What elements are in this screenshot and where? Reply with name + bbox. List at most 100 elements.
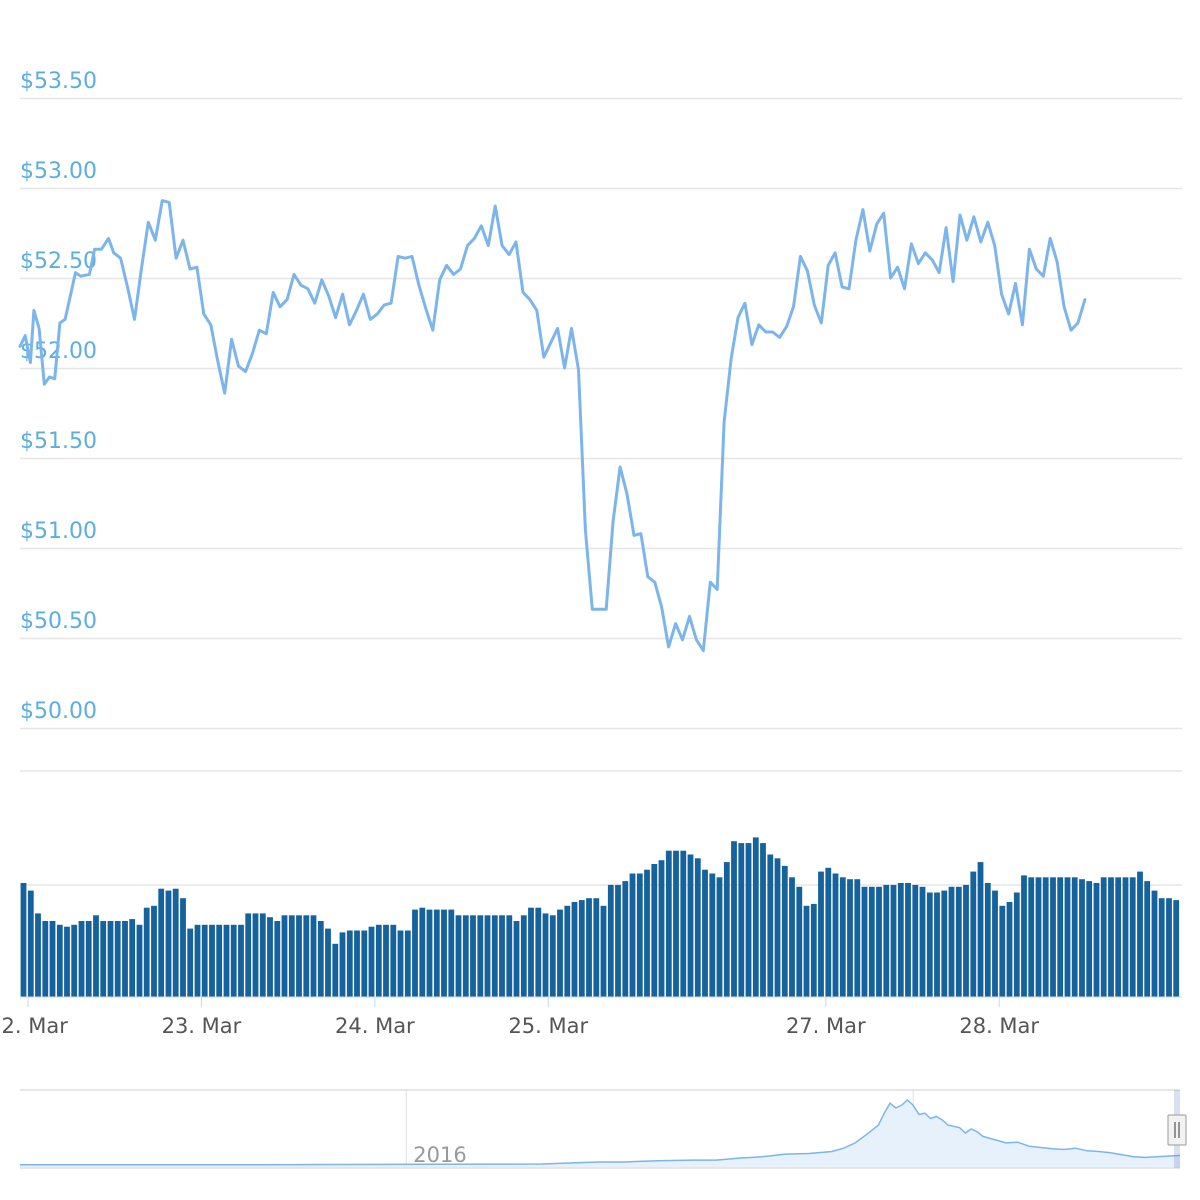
volume-bar — [1021, 875, 1027, 997]
volume-bar — [840, 877, 846, 997]
volume-bar — [470, 915, 476, 997]
volume-bar — [978, 862, 984, 997]
price-tick-label: $52.50 — [20, 249, 97, 274]
volume-bar — [1152, 891, 1158, 997]
price-tick-label: $51.50 — [20, 429, 97, 454]
volume-bar — [260, 913, 266, 997]
volume-bar — [949, 887, 955, 997]
price-tick-label: $53.00 — [20, 159, 97, 184]
volume-bar — [151, 906, 157, 997]
volume-bar — [927, 893, 933, 998]
volume-bar — [1079, 879, 1085, 997]
volume-bar — [1057, 877, 1063, 997]
volume-bar — [920, 887, 926, 997]
volume-bar — [506, 915, 512, 997]
volume-bar — [746, 843, 752, 997]
volume-bar — [869, 887, 875, 997]
volume-bar — [354, 931, 360, 998]
price-tick-label: $53.50 — [20, 69, 97, 94]
volume-bar — [376, 925, 382, 997]
volume-bar — [1043, 877, 1049, 997]
volume-bar — [789, 877, 795, 997]
volume-bar — [180, 898, 186, 997]
volume-bar — [477, 915, 483, 997]
volume-bar — [209, 925, 215, 997]
volume-bar — [100, 921, 106, 997]
volume-bar — [847, 879, 853, 997]
volume-bar — [724, 862, 730, 997]
volume-bar — [144, 908, 150, 997]
volume-bar — [688, 855, 694, 998]
volume-bar — [1166, 898, 1172, 997]
volume-bar — [1108, 877, 1114, 997]
volume-bar — [274, 921, 280, 997]
volume-bar — [42, 921, 48, 997]
navigator[interactable]: 20162018 — [20, 1090, 1186, 1168]
volume-bar — [1137, 872, 1143, 997]
volume-bar — [941, 891, 947, 997]
volume-bar — [1159, 898, 1165, 997]
volume-bar — [383, 925, 389, 997]
volume-bar — [717, 877, 723, 997]
volume-bar — [427, 910, 433, 997]
volume-bar — [93, 915, 99, 997]
volume-bar — [21, 883, 27, 997]
volume-bar — [1130, 877, 1136, 997]
volume-bar — [253, 913, 259, 997]
volume-bar — [485, 915, 491, 997]
volume-bar — [811, 904, 817, 997]
volume-bar — [985, 883, 991, 997]
volume-bar — [311, 915, 317, 997]
volume-bar — [267, 917, 273, 997]
navigator-handle[interactable] — [1168, 1115, 1186, 1145]
volume-bar — [137, 925, 143, 997]
volume-bar — [1065, 877, 1071, 997]
volume-bar — [325, 929, 331, 997]
volume-bar — [448, 910, 454, 997]
volume-bar — [361, 931, 367, 998]
volume-bar — [492, 915, 498, 997]
volume-bar — [767, 855, 773, 998]
volume-bar — [782, 866, 788, 997]
volume-bar — [303, 915, 309, 997]
volume-bar — [1144, 881, 1150, 997]
volume-bar — [586, 898, 592, 997]
time-axis: 22. Mar23. Mar24. Mar25. Mar27. Mar28. M… — [0, 997, 1039, 1038]
volume-bar — [709, 874, 715, 998]
volume-bar — [231, 925, 237, 997]
volume-bar — [50, 921, 56, 997]
volume-bar — [912, 885, 918, 997]
volume-bar — [644, 870, 650, 997]
volume-bar — [905, 883, 911, 997]
volume-bar — [347, 931, 353, 998]
volume-bar — [992, 891, 998, 997]
volume-bar — [883, 885, 889, 997]
volume-bar — [108, 921, 114, 997]
volume-bar — [999, 906, 1005, 997]
volume-bar — [963, 885, 969, 997]
volume-bar — [173, 889, 179, 997]
x-tick-label: 25. Mar — [508, 1014, 588, 1038]
volume-bar — [572, 902, 578, 997]
volume-bar — [390, 925, 396, 997]
volume-bar — [64, 927, 70, 997]
volume-bar — [695, 858, 701, 997]
volume-bar — [398, 931, 404, 998]
volume-bar — [79, 921, 85, 997]
volume-bar — [891, 885, 897, 997]
volume-bar — [216, 925, 222, 997]
volume-bar — [340, 932, 346, 997]
volume-bar — [564, 906, 570, 997]
price-tick-label: $50.50 — [20, 609, 97, 634]
volume-bar — [158, 889, 164, 997]
volume-bar — [666, 851, 672, 997]
volume-bar — [166, 891, 172, 997]
volume-bar — [825, 868, 831, 997]
volume-series — [21, 837, 1180, 997]
volume-bar — [1028, 877, 1034, 997]
volume-bar — [1036, 877, 1042, 997]
volume-bar — [731, 841, 737, 997]
volume-bar — [405, 931, 411, 998]
volume-bar — [753, 837, 759, 997]
